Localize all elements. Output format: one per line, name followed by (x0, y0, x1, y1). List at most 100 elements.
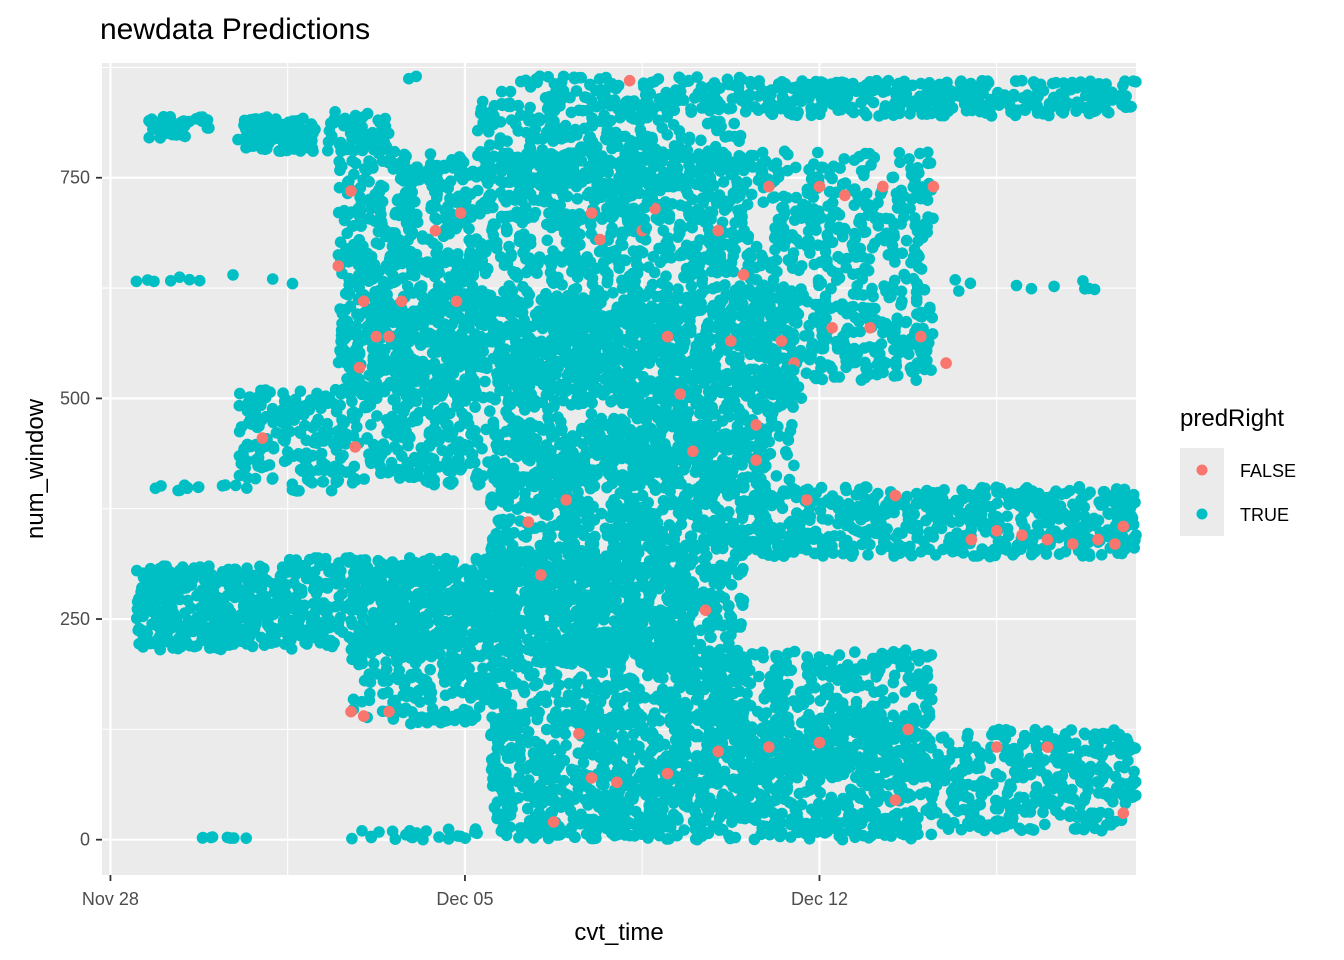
point-true (489, 429, 501, 441)
point-true (504, 176, 516, 188)
point-true (351, 308, 363, 320)
point-true (771, 292, 783, 304)
point-true (815, 161, 828, 174)
point-true (581, 172, 594, 185)
point-true (412, 305, 425, 317)
point-true (404, 377, 417, 390)
point-true (319, 459, 332, 471)
point-true (606, 363, 619, 376)
point-true (753, 79, 765, 92)
point-true (746, 314, 759, 327)
point-true (300, 447, 313, 460)
point-true (502, 320, 514, 333)
point-true (155, 480, 167, 492)
point-true (266, 273, 279, 285)
point-true (728, 297, 741, 310)
point-true (317, 476, 330, 488)
point-true (449, 218, 462, 231)
point-true (163, 126, 175, 139)
point-true (246, 415, 258, 427)
point-true (772, 420, 784, 433)
point-true (641, 338, 654, 351)
point-true (751, 403, 764, 415)
point-true (666, 159, 679, 171)
point-true (586, 397, 598, 409)
point-true (899, 80, 912, 92)
point-true (900, 273, 913, 285)
point-true (806, 340, 818, 353)
point-true (801, 295, 814, 308)
point-true (469, 425, 481, 437)
point-true (569, 123, 582, 136)
point-true (486, 221, 499, 234)
point-true (747, 324, 759, 337)
point-true (766, 192, 779, 204)
point-true (363, 213, 376, 225)
point-true (1090, 104, 1102, 117)
point-true (972, 94, 984, 107)
point-true (815, 277, 827, 289)
point-true (359, 163, 371, 175)
point-true (788, 459, 800, 472)
point-true (602, 268, 614, 280)
point-true (474, 107, 487, 120)
point-true (926, 328, 939, 340)
point-true (881, 76, 893, 88)
point-true (596, 90, 609, 103)
point-true (667, 119, 680, 131)
point-true (876, 316, 888, 329)
point-true (668, 140, 681, 152)
point-true (696, 192, 709, 204)
point-true (193, 274, 206, 287)
point-true (779, 206, 791, 219)
point-true (246, 119, 259, 131)
point-true (499, 343, 511, 355)
point-true (173, 271, 186, 284)
point-true (440, 289, 453, 302)
point-true (725, 227, 738, 240)
point-true (858, 226, 870, 239)
point-true (574, 228, 586, 241)
point-true (537, 378, 550, 391)
point-true (678, 367, 690, 379)
point-true (609, 126, 622, 139)
point-true (821, 254, 833, 267)
point-true (1075, 80, 1087, 92)
point-true (622, 336, 635, 349)
point-true (696, 338, 709, 350)
point-true (1117, 79, 1129, 92)
point-true (593, 73, 606, 85)
point-true (641, 142, 653, 155)
point-true (878, 230, 890, 243)
point-true (346, 477, 359, 489)
point-true (964, 277, 977, 290)
point-true (443, 381, 455, 393)
point-true (372, 225, 385, 238)
point-true (628, 202, 640, 215)
point-true (556, 256, 568, 268)
point-true (506, 363, 519, 376)
point-true (550, 95, 562, 108)
point-true (329, 383, 342, 396)
point-true (479, 357, 492, 369)
point-true (286, 478, 299, 491)
point-true (728, 117, 740, 130)
point-true (597, 256, 610, 269)
point-true (520, 266, 533, 279)
point-true (1027, 76, 1040, 88)
point-true (500, 210, 513, 223)
point-true (322, 144, 334, 157)
point-true (704, 81, 717, 93)
point-true (157, 113, 170, 125)
point-true (900, 234, 913, 247)
point-true (494, 251, 507, 263)
point-true (513, 306, 525, 318)
point-true (611, 140, 624, 152)
point-true (932, 105, 945, 117)
point-true (325, 117, 337, 129)
point-true (673, 223, 685, 235)
point-true (711, 123, 724, 136)
point-true (775, 397, 787, 410)
point-true (603, 203, 615, 216)
point-true (147, 123, 159, 135)
